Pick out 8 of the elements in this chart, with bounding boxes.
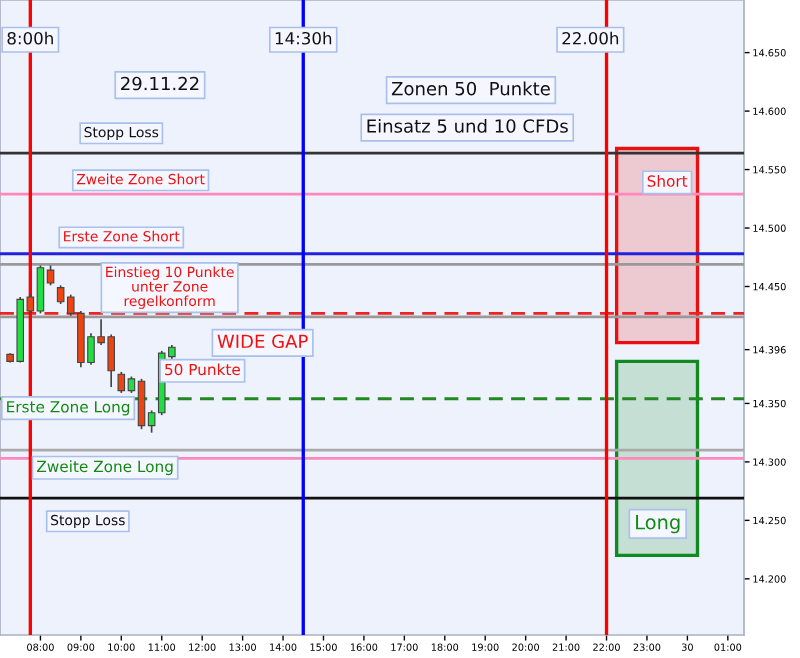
annotation: 8:00h <box>7 31 53 45</box>
annotation: WIDE GAP <box>217 334 308 349</box>
annotation: 22.00h <box>562 31 619 45</box>
annotation: Long <box>636 515 680 534</box>
annotation: Einsatz 5 und 10 CFDs <box>367 118 568 133</box>
annotation: 29.11.22 <box>121 76 199 91</box>
annotation: Zonen 50 Punkte <box>391 81 550 96</box>
annotation: 14:30h <box>275 31 332 45</box>
